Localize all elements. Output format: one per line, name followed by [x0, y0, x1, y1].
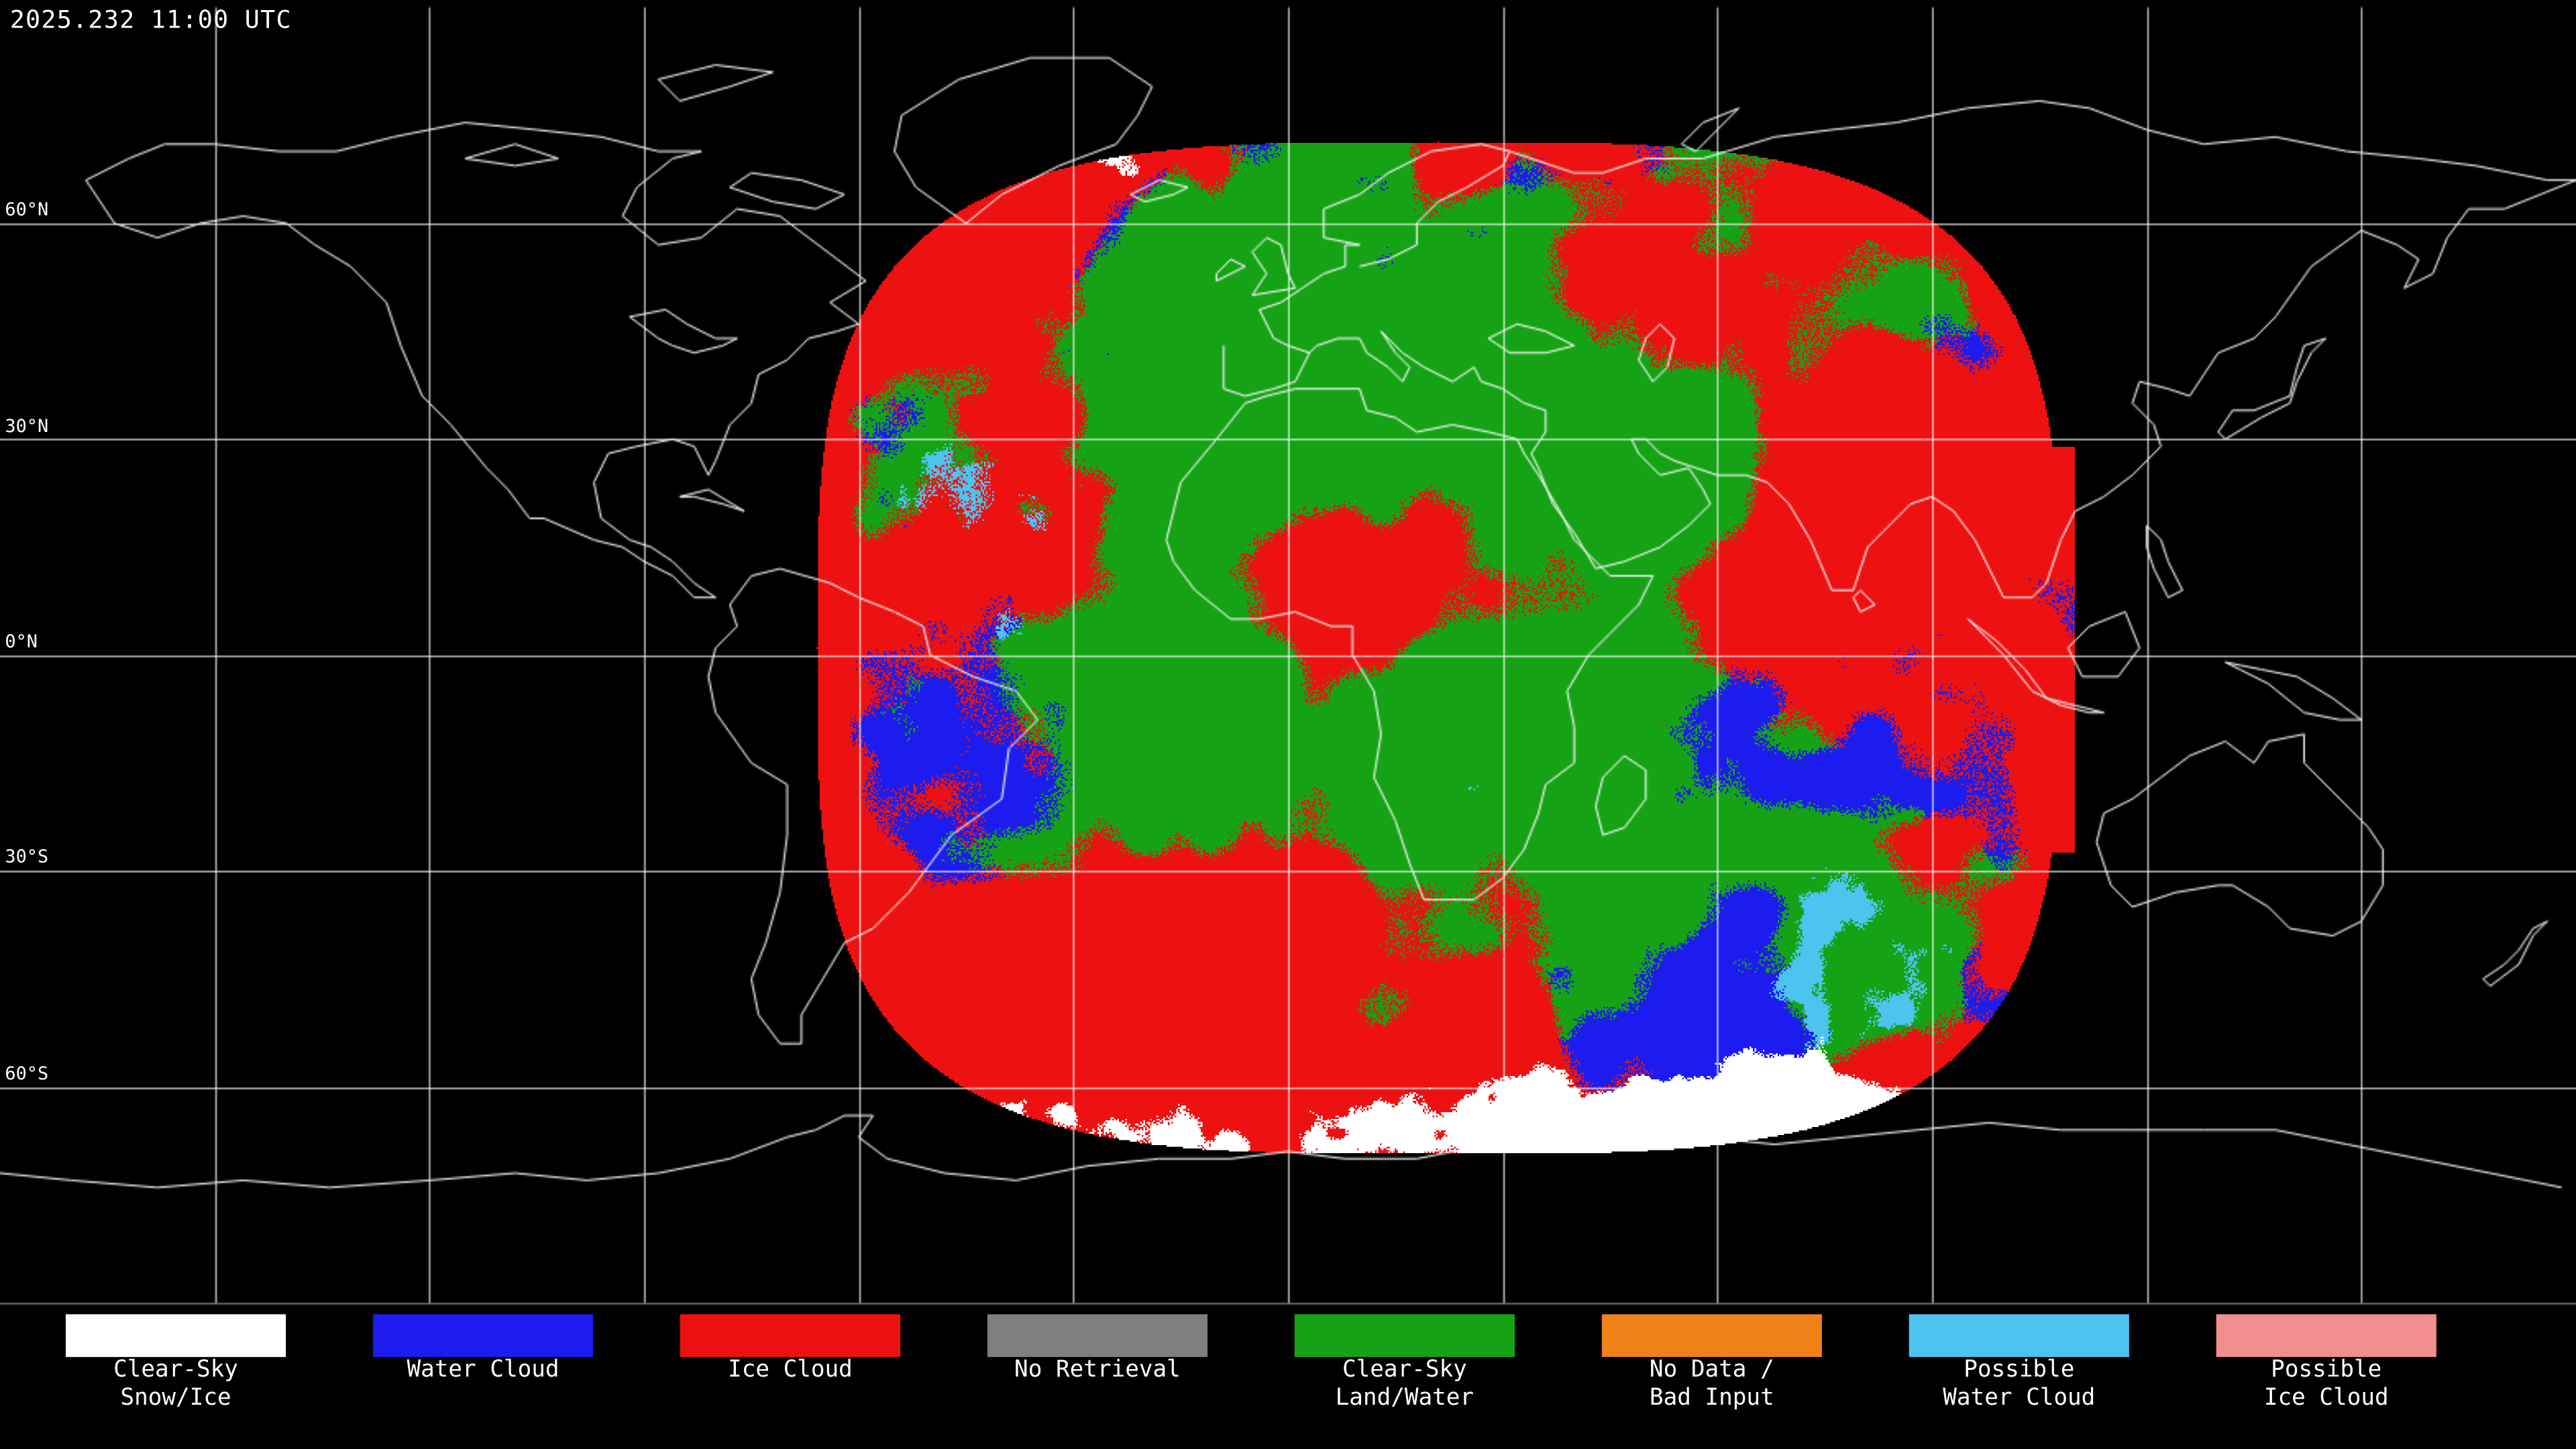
latitude-label-60s: 60°S: [5, 1063, 49, 1085]
latitude-label-60n: 60°N: [5, 199, 49, 221]
latitude-label-30n: 30°N: [5, 415, 49, 437]
timestamp-label: 2025.232 11:00 UTC: [9, 5, 292, 35]
latitude-label-30s: 30°S: [5, 846, 49, 868]
latitude-label-0n: 0°N: [5, 631, 38, 653]
